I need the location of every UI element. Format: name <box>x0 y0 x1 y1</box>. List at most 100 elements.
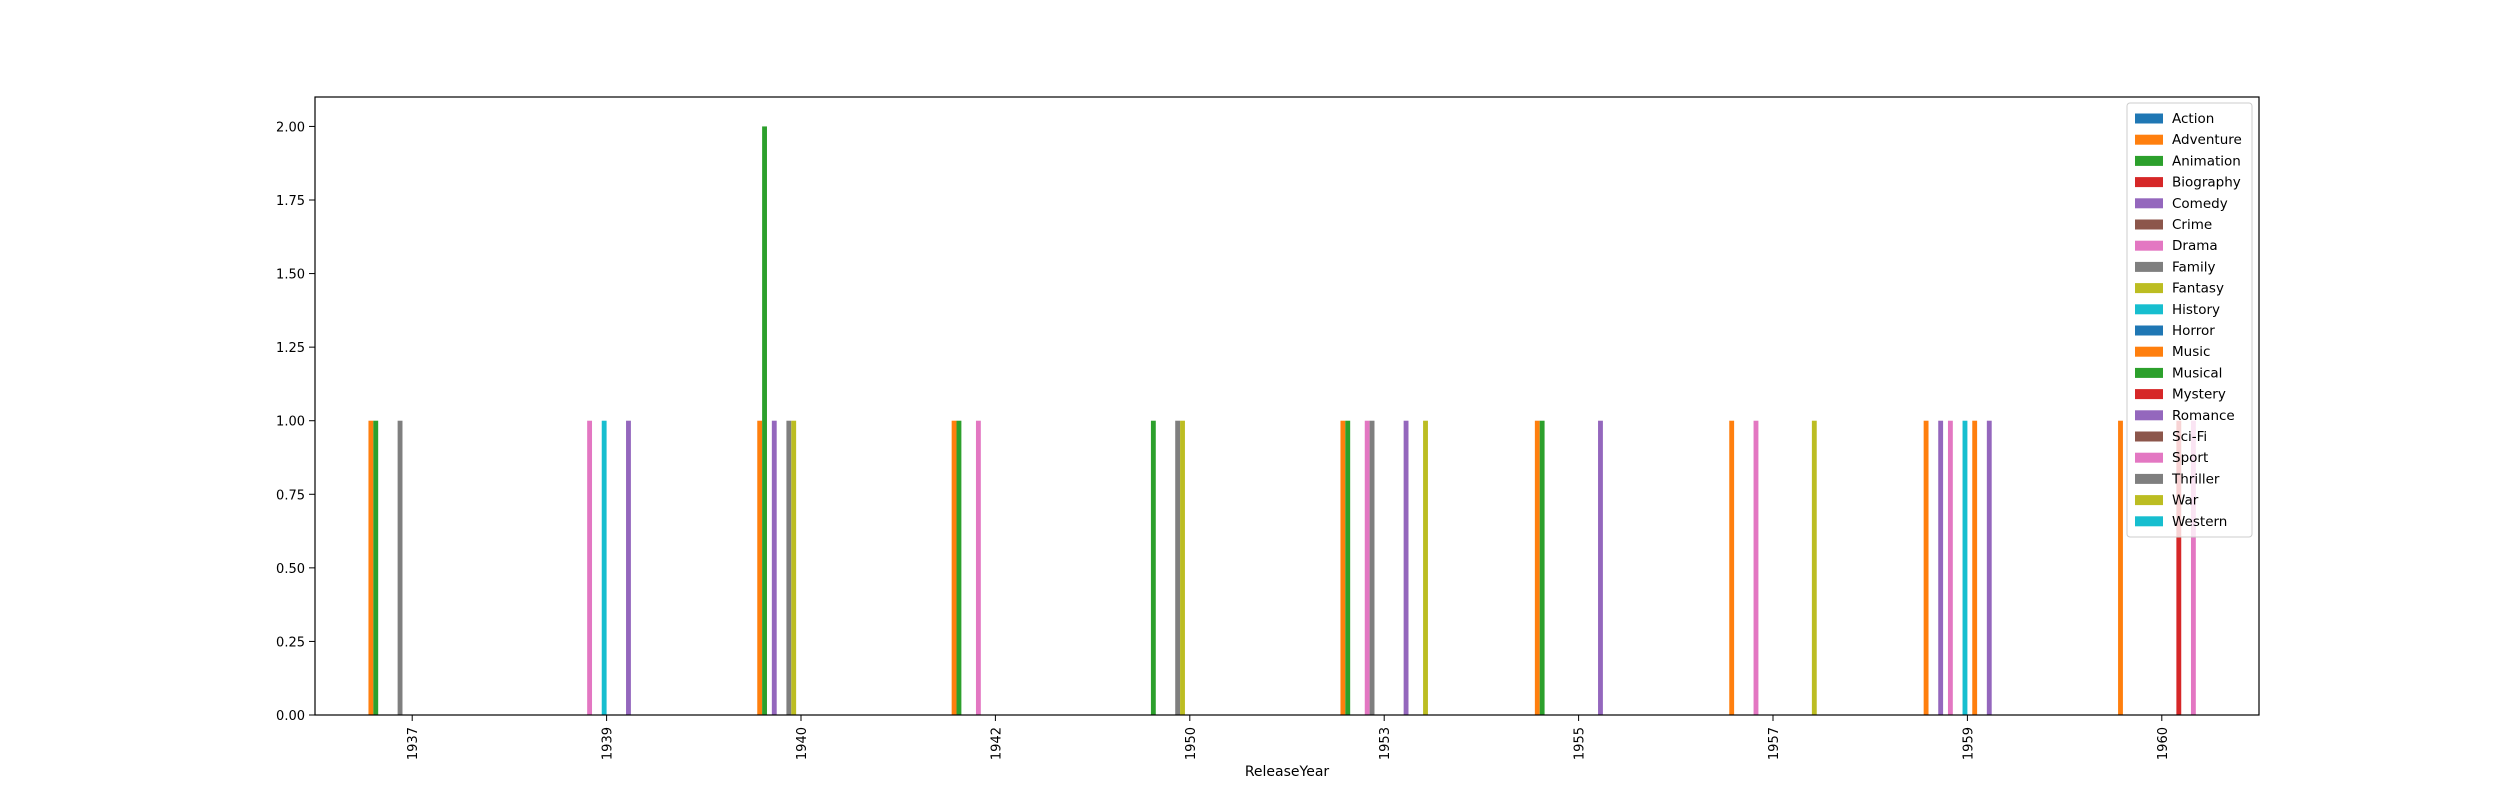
x-tick-label: 1953 <box>1378 727 1393 760</box>
bar-fantasy-1940 <box>791 420 797 715</box>
bar-drama-1959 <box>1947 420 1953 715</box>
legend-entry: Fantasy <box>2172 281 2224 297</box>
legend-entry: Crime <box>2172 217 2212 233</box>
y-tick-label: 0.75 <box>276 488 305 503</box>
legend-swatch <box>2135 367 2163 378</box>
legend-swatch <box>2135 473 2163 484</box>
legend-entry: Biography <box>2172 175 2241 191</box>
y-tick-label: 1.75 <box>276 194 305 209</box>
legend-entry: Horror <box>2172 323 2215 339</box>
legend-swatch <box>2135 177 2163 188</box>
legend-entry: Sci-Fi <box>2172 429 2207 445</box>
bar-drama-1957 <box>1753 420 1759 715</box>
legend-swatch <box>2135 134 2163 145</box>
legend-swatch <box>2135 283 2163 294</box>
bar-adventure-1940 <box>757 420 763 715</box>
legend-entry: Drama <box>2172 238 2218 254</box>
x-axis: 1937 1939 1940 1942 1950 1953 1955 1957 1959 1960 <box>406 715 2171 760</box>
bar-history-1939 <box>601 420 607 715</box>
bar-animation-1942 <box>956 420 962 715</box>
bar-adventure-1960 <box>2118 420 2123 715</box>
legend-entry: Animation <box>2172 153 2241 169</box>
legend-entry: Romance <box>2172 408 2235 424</box>
axes-frame <box>314 96 2260 716</box>
bar-history-1959 <box>1962 420 1968 715</box>
legend-swatch <box>2135 431 2163 442</box>
legend-swatch <box>2135 261 2163 272</box>
legend: Action Adventure Animation Biography Comedy C… <box>2126 102 2253 538</box>
bar-adventure-1959 <box>1923 420 1929 715</box>
legend-swatch <box>2135 113 2163 124</box>
bar-drama-1953 <box>1364 420 1370 715</box>
y-tick-label: 1.25 <box>276 341 305 356</box>
legend-entry: Comedy <box>2172 196 2228 212</box>
y-tick-label: 0.50 <box>276 562 305 577</box>
legend-entry: Mystery <box>2172 387 2226 403</box>
bar-romance-1953 <box>1403 420 1409 715</box>
legend-entry: Musical <box>2172 365 2222 381</box>
bar-comedy-1940 <box>771 420 777 715</box>
bar-animation-1937 <box>373 420 379 715</box>
bar-war-1953 <box>1423 420 1428 715</box>
legend-entry: Sport <box>2172 450 2208 466</box>
legend-swatch <box>2135 389 2163 400</box>
bar-family-1953 <box>1369 420 1375 715</box>
bar-romance-1939 <box>626 420 631 715</box>
legend-entry: War <box>2172 493 2199 509</box>
bar-adventure-1953 <box>1340 420 1346 715</box>
legend-box <box>2126 102 2253 538</box>
bar-fantasy-1950 <box>1180 420 1185 715</box>
legend-entry: Action <box>2172 111 2214 127</box>
x-tick-label: 1955 <box>1573 727 1588 760</box>
legend-swatch <box>2135 198 2163 209</box>
legend-entry: Family <box>2172 259 2215 275</box>
x-axis-label: ReleaseYear <box>1245 764 1330 780</box>
bar-adventure-1942 <box>951 420 957 715</box>
x-tick-label: 1959 <box>1961 727 1976 760</box>
bar-war-1957 <box>1811 420 1817 715</box>
bar-romance-1955 <box>1598 420 1603 715</box>
x-tick-label: 1937 <box>406 727 421 760</box>
legend-entry: Adventure <box>2172 132 2242 148</box>
legend-swatch <box>2135 325 2163 336</box>
y-tick-label: 1.00 <box>276 415 305 430</box>
x-tick-label: 1940 <box>795 727 810 760</box>
x-tick-label: 1939 <box>601 727 616 760</box>
legend-entry: Thriller <box>2171 471 2220 487</box>
bar-sport-1960 <box>2190 420 2196 715</box>
legend-swatch <box>2135 495 2163 506</box>
y-tick-label: 2.00 <box>276 120 305 135</box>
legend-entry: Music <box>2172 344 2210 360</box>
y-axis: 0.00 0.25 0.50 0.75 1.00 1.25 1.50 1.75 2.00 <box>276 120 315 724</box>
legend-swatch <box>2135 410 2163 421</box>
bar-animation-1955 <box>1539 420 1545 715</box>
legend-swatch <box>2135 155 2163 166</box>
bar-animation-1950 <box>1150 420 1156 715</box>
y-tick-label: 0.00 <box>276 709 305 724</box>
bar-animation-1940 <box>762 126 767 716</box>
legend-swatch <box>2135 516 2163 527</box>
bar-adventure-1937 <box>368 420 374 715</box>
bar-romance-1959 <box>1986 420 1992 715</box>
bar-adventure-1955 <box>1534 420 1540 715</box>
bar-family-1937 <box>397 420 403 715</box>
bar-drama-1942 <box>975 420 981 715</box>
x-tick-label: 1960 <box>2156 727 2171 760</box>
y-tick-label: 1.50 <box>276 268 305 283</box>
legend-swatch <box>2135 219 2163 230</box>
x-tick-label: 1950 <box>1184 727 1199 760</box>
plot-area <box>314 96 2260 716</box>
legend-entry: Western <box>2172 514 2227 530</box>
x-tick-label: 1957 <box>1767 727 1782 760</box>
legend-swatch <box>2135 346 2163 357</box>
legend-entry: History <box>2172 302 2220 318</box>
bar-animation-1953 <box>1345 420 1351 715</box>
bar-drama-1939 <box>587 420 593 715</box>
legend-swatch <box>2135 304 2163 315</box>
bar-family-1940 <box>786 420 792 715</box>
legend-swatch <box>2135 240 2163 251</box>
bar-music-1959 <box>1972 420 1978 715</box>
